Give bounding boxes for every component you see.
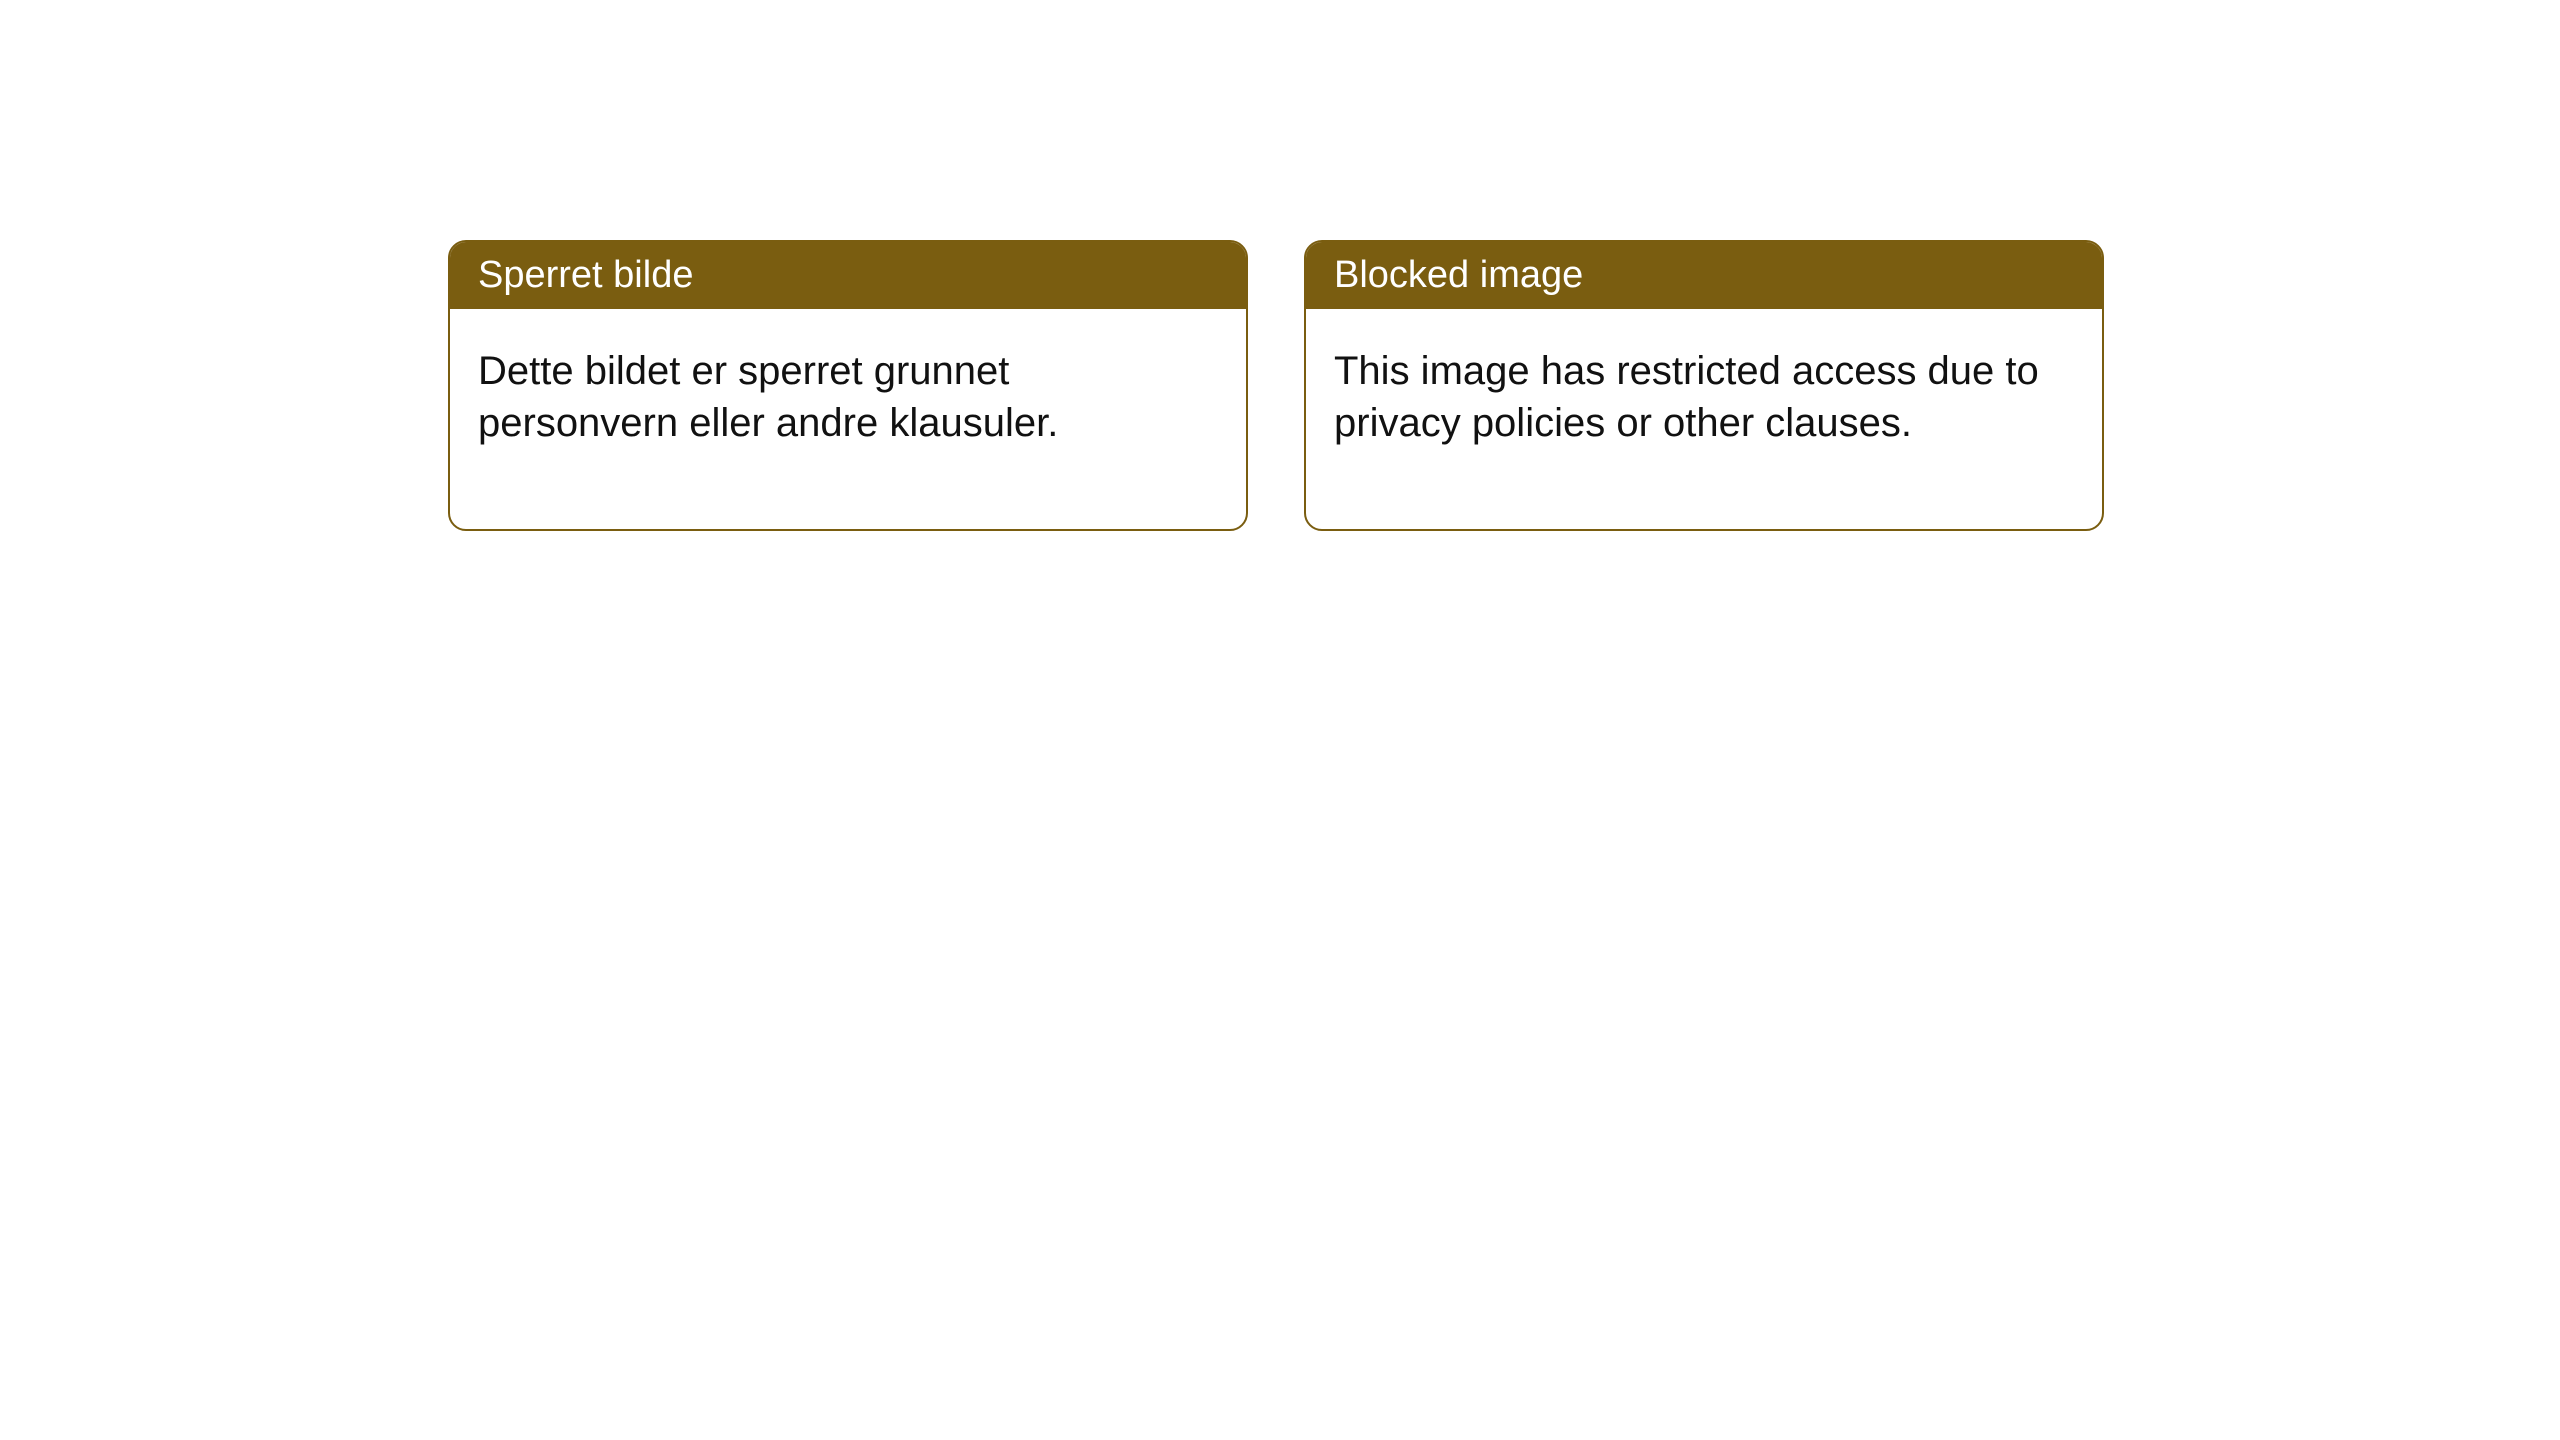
card-header: Sperret bilde [450,242,1246,309]
card-message: This image has restricted access due to … [1334,349,2039,445]
card-body: This image has restricted access due to … [1306,309,2102,529]
card-message: Dette bildet er sperret grunnet personve… [478,349,1058,445]
blocked-image-card-no: Sperret bilde Dette bildet er sperret gr… [448,240,1248,531]
card-title: Blocked image [1334,254,1583,296]
notice-cards-row: Sperret bilde Dette bildet er sperret gr… [448,240,2104,531]
card-body: Dette bildet er sperret grunnet personve… [450,309,1246,529]
blocked-image-card-en: Blocked image This image has restricted … [1304,240,2104,531]
card-header: Blocked image [1306,242,2102,309]
card-title: Sperret bilde [478,254,693,296]
